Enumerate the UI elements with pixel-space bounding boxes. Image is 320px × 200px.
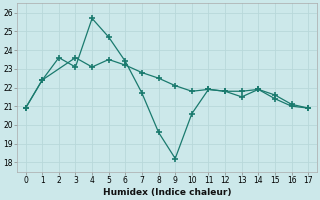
X-axis label: Humidex (Indice chaleur): Humidex (Indice chaleur) xyxy=(103,188,231,197)
